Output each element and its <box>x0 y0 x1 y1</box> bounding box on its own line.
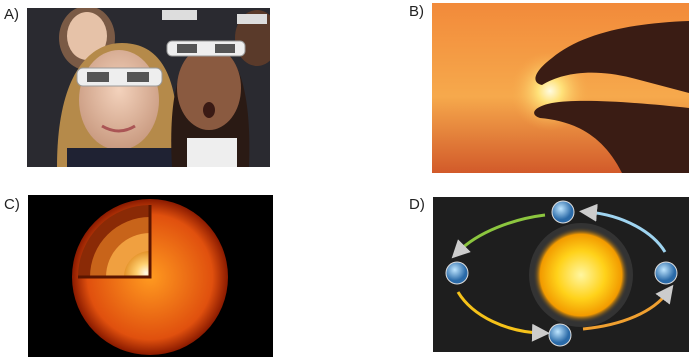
photo-sun-layers <box>28 195 273 357</box>
option-label: A) <box>4 6 19 23</box>
photo-hands-sun <box>432 3 689 173</box>
diagram-orbit <box>433 197 689 352</box>
option-label: B) <box>409 3 424 20</box>
option-label: C) <box>4 196 20 213</box>
option-label: D) <box>409 196 425 213</box>
photo-eclipse-glasses <box>27 8 270 167</box>
